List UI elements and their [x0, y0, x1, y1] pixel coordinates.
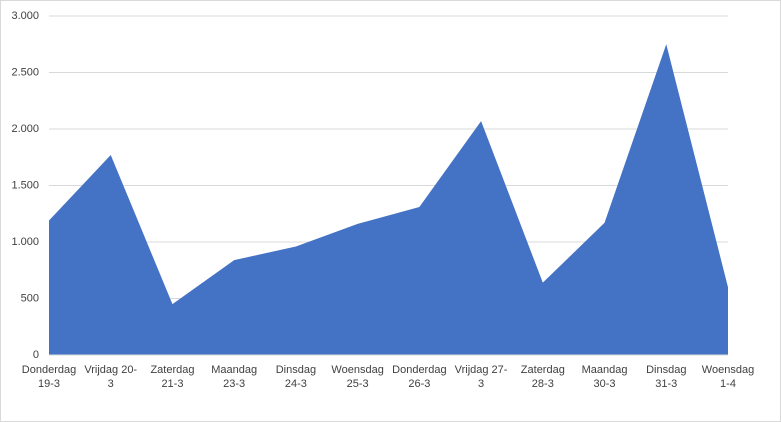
x-tick-label: Donderdag 19-3: [21, 364, 77, 390]
x-tick-label: Vrijdag 20-3: [84, 364, 138, 390]
x-tick-label: Zaterdag 28-3: [520, 364, 565, 390]
x-tick-label: Maandag 23-3: [211, 364, 258, 390]
x-tick-label: Zaterdag 21-3: [150, 364, 195, 390]
area: [49, 44, 728, 355]
y-tick-label: 500: [21, 292, 39, 304]
y-tick-label: 2.000: [11, 123, 39, 135]
x-tick-label: Donderdag 26-3: [392, 364, 447, 390]
x-tick-label: Dinsdag 31-3: [646, 364, 687, 390]
x-tick-label: Maandag 30-3: [581, 364, 628, 390]
y-tick-label: 2.500: [11, 66, 39, 78]
x-tick-label: Vrijdag 27-3: [454, 364, 508, 390]
x-tick-label: Dinsdag 24-3: [275, 364, 317, 390]
y-tick-label: 0: [33, 349, 39, 361]
y-tick-label: 3.000: [11, 10, 39, 22]
y-tick-label: 1.500: [11, 179, 39, 191]
y-tick-label: 1.000: [11, 236, 39, 248]
x-tick-label: Woensdag 1-4: [701, 364, 755, 390]
x-tick-label: Woensdag 25-3: [331, 364, 384, 390]
